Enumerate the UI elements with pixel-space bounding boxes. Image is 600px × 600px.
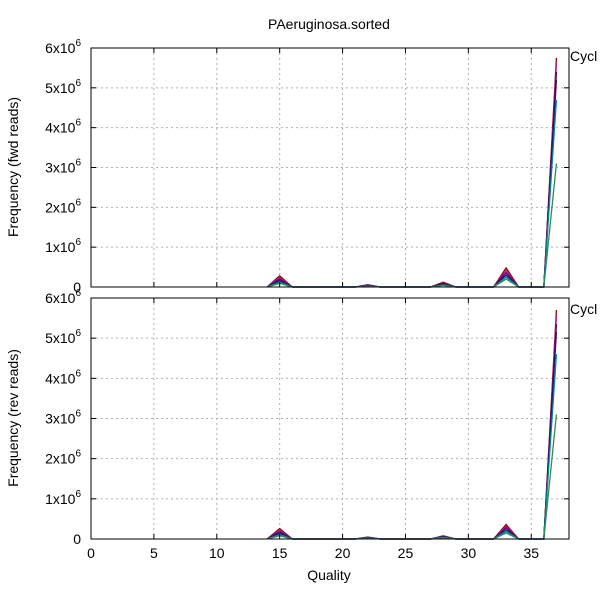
fwd-y-tick-label: 3x106 [45, 158, 81, 176]
x-tick-label: 30 [461, 545, 477, 561]
chart-title: PAeruginosa.sorted [268, 16, 390, 32]
fwd-y-tick-label: 0 [73, 279, 81, 295]
rev-y-tick-label: 5x106 [45, 328, 81, 346]
rev-series-line [266, 310, 558, 540]
rev-y-tick-label: 3x106 [45, 409, 81, 427]
fwd-y-tick-label: 1x106 [45, 237, 81, 255]
fwd-series-line [266, 79, 558, 288]
rev-reads-panel: 0 1x106 2x106 3x106 4x106 5x106 6x106 Frequenc… [5, 288, 597, 547]
x-tick-label: 35 [523, 545, 539, 561]
rev-series-line [266, 316, 558, 540]
fwd-series-line [266, 163, 558, 288]
x-axis-label: Quality [307, 567, 351, 583]
fwd-grid [91, 48, 569, 287]
rev-y-tick-label: 0 [73, 531, 81, 547]
rev-y-tick-label: 2x106 [45, 449, 81, 467]
fwd-reads-panel: 0 1x106 2x106 3x106 4x106 5x106 6x106 Frequenc… [5, 38, 597, 295]
rev-grid [91, 298, 569, 539]
rev-y-ticks: 0 1x106 2x106 3x106 4x106 5x106 6x106 [45, 288, 569, 547]
fwd-y-tick-label: 2x106 [45, 197, 81, 215]
fwd-y-tick-label: 6x106 [45, 38, 81, 56]
fwd-legend-label: Cycl [570, 48, 597, 64]
rev-y-axis-label: Frequency (rev reads) [5, 349, 21, 487]
fwd-y-axis-label: Frequency (fwd reads) [5, 97, 21, 237]
fwd-y-tick-label: 5x106 [45, 78, 81, 96]
rev-y-tick-label: 4x106 [45, 368, 81, 386]
fwd-series-line [266, 63, 558, 288]
x-tick-label: 5 [150, 545, 158, 561]
rev-y-tick-label: 6x106 [45, 288, 81, 306]
rev-y-tick-label: 1x106 [45, 489, 81, 507]
fwd-y-ticks: 0 1x106 2x106 3x106 4x106 5x106 6x106 [45, 38, 569, 295]
fwd-series-group [266, 57, 558, 288]
fwd-y-tick-label: 4x106 [45, 118, 81, 136]
rev-legend-label: Cycl [570, 301, 597, 317]
rev-series-line [266, 414, 558, 540]
rev-series-group [266, 310, 558, 540]
x-tick-labels: 0 5 10 15 20 25 30 35 [87, 48, 539, 561]
x-tick-label: 0 [87, 545, 95, 561]
rev-series-line [266, 332, 558, 540]
x-tick-label: 15 [272, 545, 288, 561]
rev-series-line [266, 354, 558, 540]
x-tick-label: 10 [209, 545, 225, 561]
x-tick-label: 20 [335, 545, 351, 561]
fwd-series-line [266, 57, 558, 288]
x-tick-label: 25 [398, 545, 414, 561]
rev-series-line [266, 324, 558, 540]
fwd-series-line [266, 71, 558, 288]
